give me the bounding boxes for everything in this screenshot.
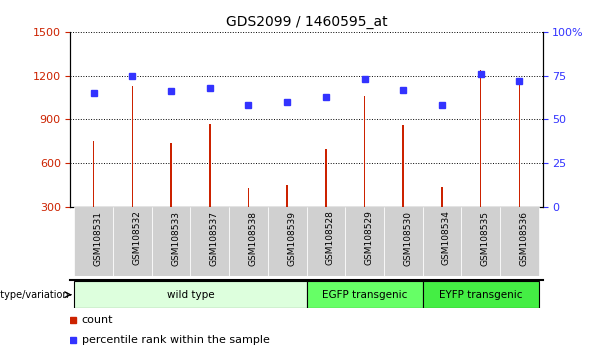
Text: GSM108538: GSM108538	[248, 211, 257, 266]
FancyBboxPatch shape	[74, 281, 306, 308]
FancyBboxPatch shape	[191, 207, 229, 276]
FancyBboxPatch shape	[152, 207, 191, 276]
FancyBboxPatch shape	[268, 207, 306, 276]
Bar	[441, 187, 443, 207]
Bar	[519, 79, 520, 207]
Text: GSM108537: GSM108537	[210, 211, 219, 266]
FancyBboxPatch shape	[422, 281, 539, 308]
Bar	[170, 143, 172, 207]
Text: EYFP transgenic: EYFP transgenic	[439, 290, 522, 300]
Text: GSM108535: GSM108535	[481, 211, 490, 266]
FancyBboxPatch shape	[500, 207, 539, 276]
FancyBboxPatch shape	[306, 207, 345, 276]
Bar	[286, 185, 288, 207]
Text: GSM108530: GSM108530	[403, 211, 412, 266]
Bar	[403, 125, 404, 207]
Bar	[248, 188, 249, 207]
FancyBboxPatch shape	[113, 207, 152, 276]
Text: genotype/variation: genotype/variation	[0, 290, 69, 300]
Text: wild type: wild type	[167, 290, 215, 300]
Bar	[480, 70, 481, 207]
FancyBboxPatch shape	[74, 207, 113, 276]
FancyBboxPatch shape	[422, 207, 461, 276]
FancyBboxPatch shape	[306, 281, 422, 308]
Text: GSM108532: GSM108532	[132, 211, 142, 266]
Bar	[132, 86, 133, 207]
Text: EGFP transgenic: EGFP transgenic	[322, 290, 407, 300]
Text: GSM108536: GSM108536	[519, 211, 528, 266]
Title: GDS2099 / 1460595_at: GDS2099 / 1460595_at	[226, 16, 387, 29]
Text: GSM108529: GSM108529	[365, 211, 373, 266]
Text: GSM108528: GSM108528	[326, 211, 335, 266]
Text: count: count	[82, 315, 113, 325]
FancyBboxPatch shape	[461, 207, 500, 276]
Text: GSM108531: GSM108531	[94, 211, 103, 266]
FancyBboxPatch shape	[345, 207, 384, 276]
Bar	[209, 124, 210, 207]
FancyBboxPatch shape	[384, 207, 422, 276]
Bar	[364, 96, 365, 207]
Text: GSM108539: GSM108539	[287, 211, 296, 266]
FancyBboxPatch shape	[229, 207, 268, 276]
Text: GSM108533: GSM108533	[171, 211, 180, 266]
Text: GSM108534: GSM108534	[442, 211, 451, 266]
Bar	[93, 141, 94, 207]
Text: percentile rank within the sample: percentile rank within the sample	[82, 335, 270, 345]
Bar	[325, 149, 327, 207]
